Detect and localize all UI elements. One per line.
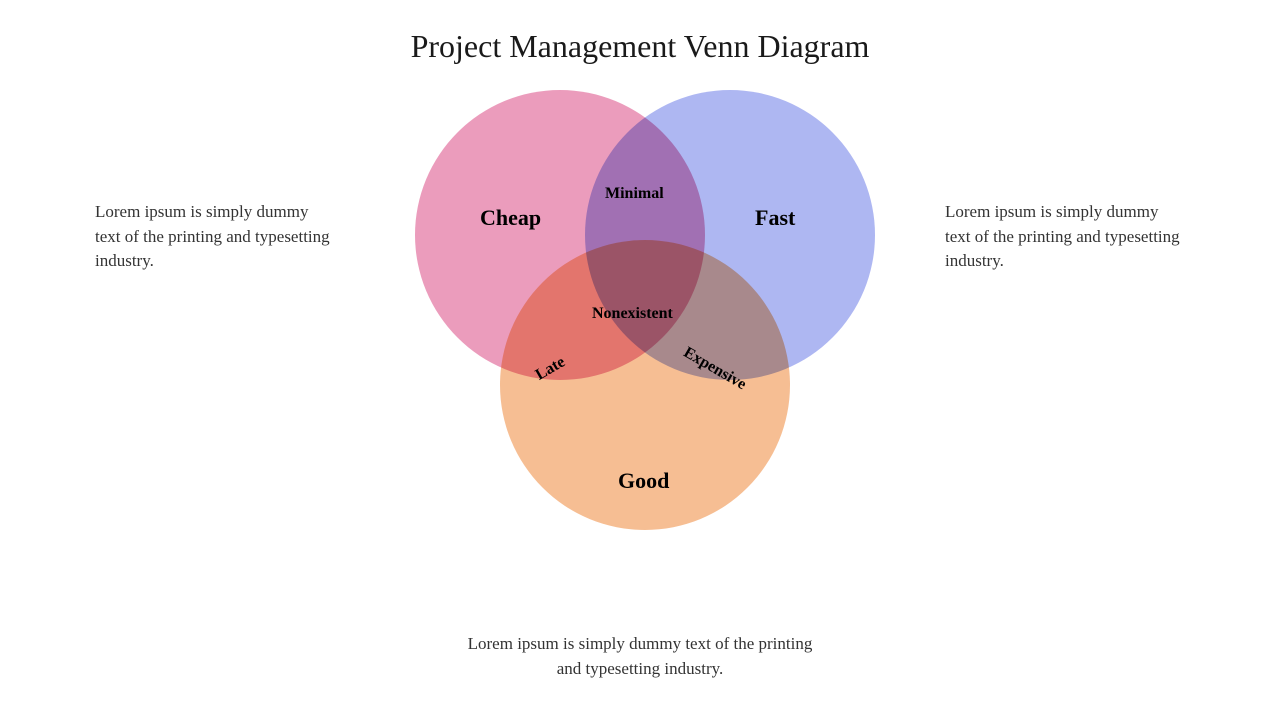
label-fast: Fast: [755, 205, 795, 231]
description-left: Lorem ipsum is simply dummy text of the …: [95, 200, 335, 274]
label-cheap: Cheap: [480, 205, 541, 231]
label-nonexistent: Nonexistent: [592, 305, 673, 323]
description-right: Lorem ipsum is simply dummy text of the …: [945, 200, 1185, 274]
label-good: Good: [618, 468, 669, 494]
description-bottom: Lorem ipsum is simply dummy text of the …: [455, 632, 825, 681]
venn-diagram: Cheap Fast Good Minimal Late Expensive N…: [360, 80, 920, 640]
label-minimal: Minimal: [605, 185, 664, 203]
page-title: Project Management Venn Diagram: [411, 28, 870, 65]
